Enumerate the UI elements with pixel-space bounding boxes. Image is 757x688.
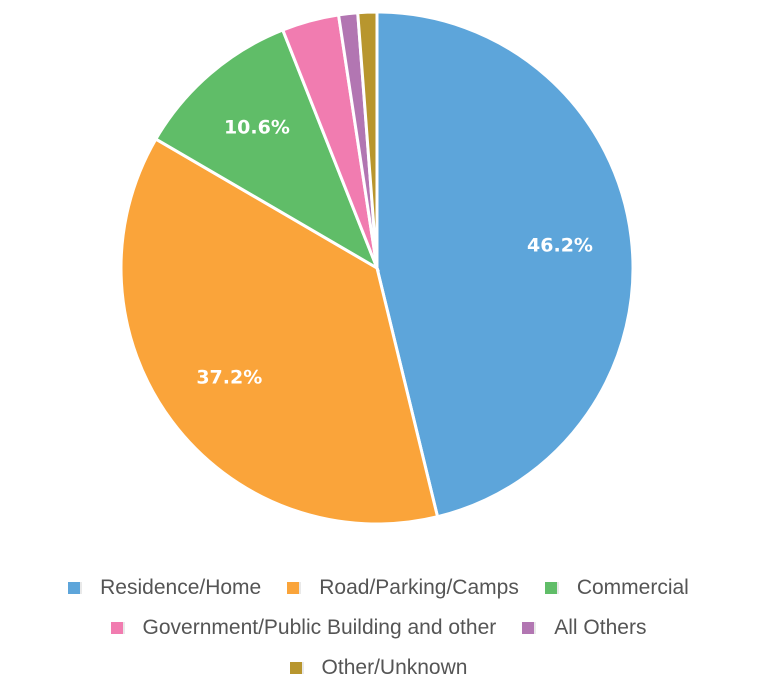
pie-slice-residence-home[interactable] [375, 10, 635, 519]
legend-item[interactable]: Other/Unknown [289, 656, 468, 680]
legend-swatch [68, 582, 83, 594]
legend-item[interactable]: Residence/Home [68, 576, 261, 600]
legend-label: Road/Parking/Camps [319, 576, 519, 599]
pie-data-label: 10.6% [224, 117, 290, 139]
pie-slice-commercial[interactable] [153, 28, 380, 272]
pie-chart: 46.2% 37.2% 10.6% [119, 10, 635, 526]
legend-row: Other/Unknown [0, 648, 757, 688]
legend-swatch [110, 622, 125, 634]
legend-row: Residence/Home Road/Parking/Camps Commerci… [0, 568, 757, 608]
legend-swatch [289, 662, 304, 674]
legend-item[interactable]: Commercial [544, 576, 689, 600]
legend-swatch [287, 582, 302, 594]
pie-data-label: 46.2% [527, 235, 593, 257]
pie-slice-other-unknown[interactable] [356, 10, 379, 269]
legend-label: Government/Public Building and other [142, 616, 497, 639]
legend-item[interactable]: Government/Public Building and other [110, 616, 497, 640]
pie-data-label: 37.2% [196, 367, 262, 389]
legend-row: Government/Public Building and other All … [0, 608, 757, 648]
pie-slice-road-parking-camps[interactable] [119, 137, 440, 526]
legend-label: Commercial [576, 576, 689, 599]
pie-data-labels: 46.2% 37.2% 10.6% [196, 117, 593, 389]
legend-label: All Others [554, 616, 647, 639]
legend-swatch [522, 622, 537, 634]
legend-label: Other/Unknown [321, 656, 468, 679]
legend-item[interactable]: All Others [522, 616, 646, 640]
legend-item[interactable]: Road/Parking/Camps [287, 576, 519, 600]
legend-label: Residence/Home [100, 576, 262, 599]
chart-legend: Residence/Home Road/Parking/Camps Commerci… [0, 568, 757, 688]
legend-swatch [544, 582, 559, 594]
pie-slices [119, 10, 635, 526]
